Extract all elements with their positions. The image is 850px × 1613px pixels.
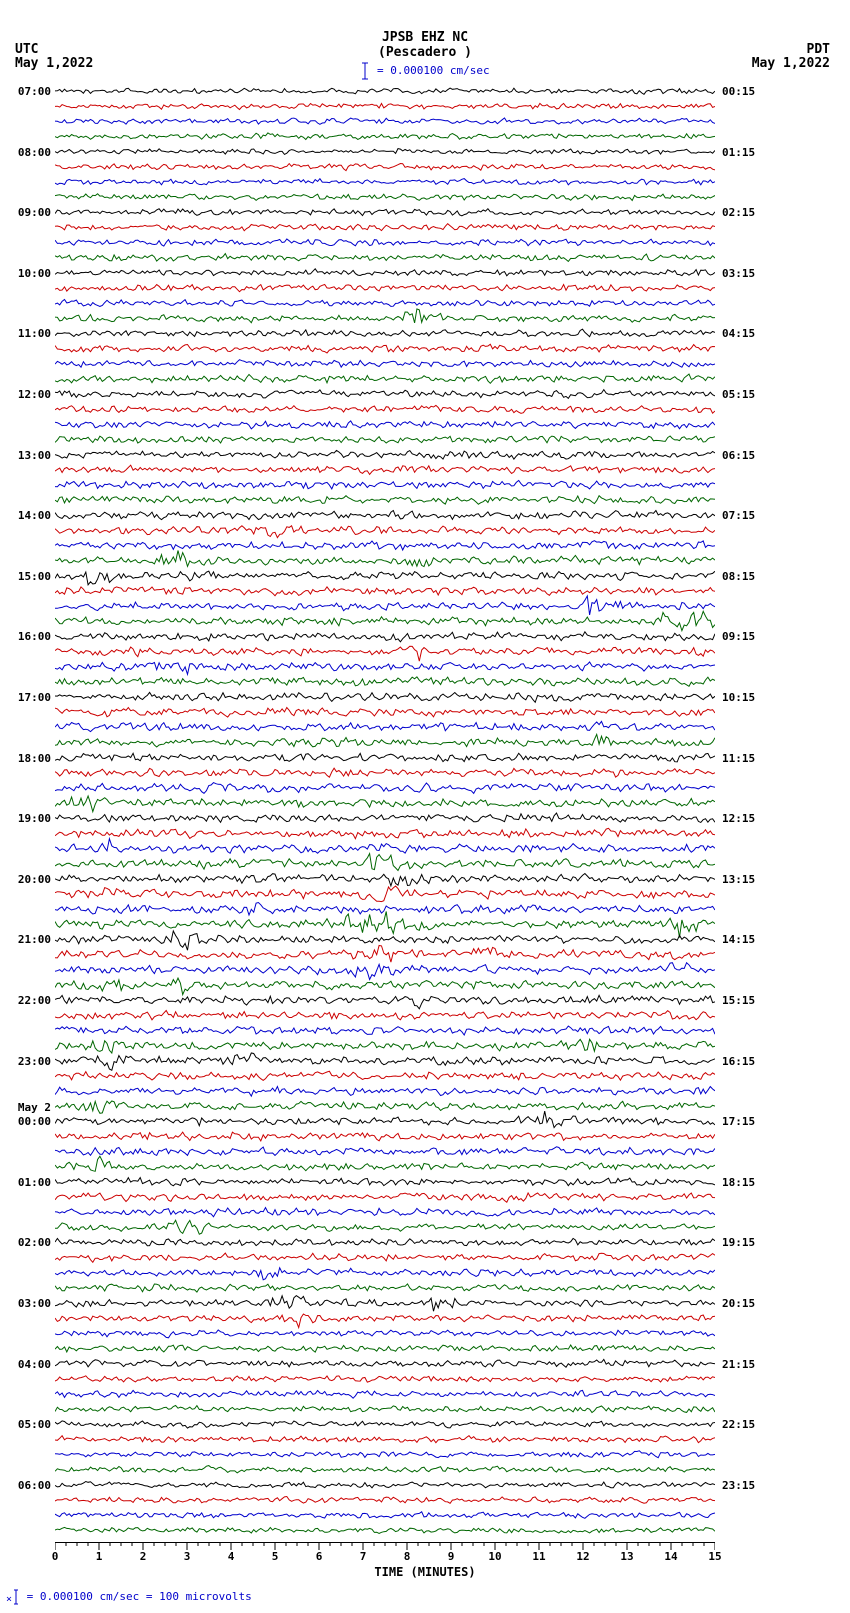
footer-scale: × = 0.000100 cm/sec = 100 microvolts (6, 1589, 252, 1605)
left-time-label: 05:00 (18, 1418, 51, 1431)
left-time-label: 12:00 (18, 388, 51, 401)
left-time-label: 21:00 (18, 933, 51, 946)
right-time-label: 08:15 (722, 570, 755, 583)
scale-indicator: = 0.000100 cm/sec (0, 62, 850, 80)
x-tick-label: 8 (404, 1550, 411, 1563)
right-time-labels: 00:15 01:15 02:15 03:15 04:15 05:15 06:15 07:15… (720, 85, 765, 1540)
x-tick-label: 5 (272, 1550, 279, 1563)
right-time-label: 01:15 (722, 146, 755, 159)
x-tick-label: 14 (664, 1550, 677, 1563)
date-left: May 1,2022 (15, 56, 93, 71)
x-axis-ticks-svg (55, 1542, 715, 1562)
footer-scale-bar-icon: × (6, 1589, 20, 1605)
timezone-left: UTC (15, 42, 38, 57)
right-time-label: 20:15 (722, 1297, 755, 1310)
x-tick-label: 1 (96, 1550, 103, 1563)
right-time-label: 18:15 (722, 1176, 755, 1189)
left-time-label: 04:00 (18, 1358, 51, 1371)
x-tick-label: 0 (52, 1550, 59, 1563)
seismic-plot (55, 85, 715, 1540)
x-tick-label: 9 (448, 1550, 455, 1563)
right-time-label: 07:15 (722, 509, 755, 522)
right-time-label: 15:15 (722, 994, 755, 1007)
left-time-label: 18:00 (18, 752, 51, 765)
left-time-label: 15:00 (18, 570, 51, 583)
left-time-label: 02:00 (18, 1236, 51, 1249)
left-time-label: 08:00 (18, 146, 51, 159)
x-tick-label: 4 (228, 1550, 235, 1563)
x-tick-label: 13 (620, 1550, 633, 1563)
left-time-label: 11:00 (18, 327, 51, 340)
left-time-label: 13:00 (18, 449, 51, 462)
right-time-label: 12:15 (722, 812, 755, 825)
right-time-label: 11:15 (722, 752, 755, 765)
right-time-label: 17:15 (722, 1115, 755, 1128)
x-tick-label: 7 (360, 1550, 367, 1563)
x-tick-label: 2 (140, 1550, 147, 1563)
left-time-labels: 07:00 08:00 09:00 10:00 11:00 12:00 13:00 14:00… (8, 85, 53, 1540)
left-time-label: 00:00 (18, 1115, 51, 1128)
timezone-right: PDT (807, 42, 830, 57)
right-time-label: 06:15 (722, 449, 755, 462)
right-time-label: 04:15 (722, 327, 755, 340)
left-time-label: 14:00 (18, 509, 51, 522)
right-time-label: 19:15 (722, 1236, 755, 1249)
footer-text: = 0.000100 cm/sec = 100 microvolts (27, 1590, 252, 1603)
date-right: May 1,2022 (752, 56, 830, 71)
x-tick-label: 12 (576, 1550, 589, 1563)
right-time-label: 10:15 (722, 691, 755, 704)
right-time-label: 00:15 (722, 85, 755, 98)
x-tick-label: 15 (708, 1550, 721, 1563)
seismogram-container: JPSB EHZ NC (Pescadero ) = 0.000100 cm/s… (0, 0, 850, 1613)
right-time-label: 16:15 (722, 1055, 755, 1068)
left-time-label: 17:00 (18, 691, 51, 704)
right-time-label: 13:15 (722, 873, 755, 886)
left-time-label: 19:00 (18, 812, 51, 825)
left-time-label: 09:00 (18, 206, 51, 219)
seismic-traces-svg (55, 85, 715, 1540)
right-time-label: 21:15 (722, 1358, 755, 1371)
left-time-label: 01:00 (18, 1176, 51, 1189)
left-time-label: 20:00 (18, 873, 51, 886)
x-tick-label: 10 (488, 1550, 501, 1563)
right-time-label: 23:15 (722, 1479, 755, 1492)
left-time-label: 07:00 (18, 85, 51, 98)
x-tick-label: 6 (316, 1550, 323, 1563)
station-location: (Pescadero ) (0, 45, 850, 60)
right-time-label: 05:15 (722, 388, 755, 401)
station-title: JPSB EHZ NC (0, 30, 850, 45)
right-time-label: 14:15 (722, 933, 755, 946)
left-time-label: 16:00 (18, 630, 51, 643)
svg-text:×: × (6, 1594, 12, 1605)
left-time-label: 03:00 (18, 1297, 51, 1310)
x-tick-label: 11 (532, 1550, 545, 1563)
right-time-label: 02:15 (722, 206, 755, 219)
left-time-label: 22:00 (18, 994, 51, 1007)
scale-text: = 0.000100 cm/sec (377, 64, 490, 77)
left-time-label: 10:00 (18, 267, 51, 280)
left-day-label: May 2 (18, 1101, 51, 1114)
left-time-label: 06:00 (18, 1479, 51, 1492)
right-time-label: 03:15 (722, 267, 755, 280)
right-time-label: 09:15 (722, 630, 755, 643)
right-time-label: 22:15 (722, 1418, 755, 1431)
left-time-label: 23:00 (18, 1055, 51, 1068)
scale-bar-icon (360, 62, 370, 80)
x-axis-title: TIME (MINUTES) (0, 1565, 850, 1579)
x-tick-label: 3 (184, 1550, 191, 1563)
